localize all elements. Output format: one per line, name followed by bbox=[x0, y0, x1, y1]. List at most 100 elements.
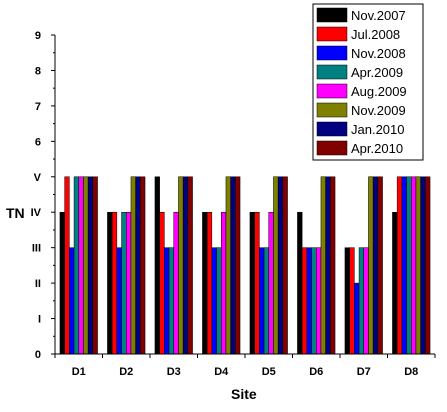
bar-D2-Jan.2010 bbox=[135, 176, 141, 355]
bar-D3-Apr.2010 bbox=[187, 176, 193, 355]
bar-D6-Nov.2009 bbox=[320, 176, 326, 355]
legend-label-Aug.2009: Aug.2009 bbox=[351, 84, 407, 99]
bar-D5-Apr.2009 bbox=[263, 247, 269, 355]
legend-label-Jan.2010: Jan.2010 bbox=[351, 122, 405, 137]
bar-D7-Apr.2009 bbox=[358, 247, 364, 355]
bar-D6-Jan.2010 bbox=[325, 176, 331, 355]
y-tick-label: II bbox=[35, 278, 41, 290]
bar-D6-Apr.2009 bbox=[311, 247, 317, 355]
x-tick-label-D8: D8 bbox=[404, 366, 418, 378]
bar-D5-Jan.2010 bbox=[277, 176, 284, 355]
legend-swatch-Aug.2009 bbox=[316, 83, 348, 99]
y-tick-label: 7 bbox=[35, 101, 41, 113]
bar-D7-Nov.2007 bbox=[344, 247, 350, 355]
bar-D7-Apr.2010 bbox=[377, 176, 383, 355]
y-axis-title: TN bbox=[6, 205, 25, 221]
bar-D6-Aug.2009 bbox=[316, 247, 322, 355]
legend-label-Nov.2008: Nov.2008 bbox=[351, 46, 406, 61]
x-tick-label-D5: D5 bbox=[262, 366, 276, 378]
bar-D2-Nov.2007 bbox=[107, 211, 113, 355]
bar-D2-Nov.2008 bbox=[116, 247, 122, 355]
x-axis-title: Site bbox=[231, 386, 257, 402]
legend-label-Jul.2008: Jul.2008 bbox=[351, 27, 400, 42]
bar-D5-Nov.2008 bbox=[259, 247, 265, 355]
bar-D3-Nov.2007 bbox=[154, 176, 160, 355]
x-tick-label-D2: D2 bbox=[119, 366, 133, 378]
bar-D1-Nov.2008 bbox=[69, 247, 75, 355]
y-tick-label: 0 bbox=[35, 349, 41, 361]
bar-D3-Apr.2009 bbox=[168, 247, 175, 355]
y-tick-label: I bbox=[38, 314, 41, 326]
bar-D1-Jul.2008 bbox=[64, 176, 70, 355]
legend-swatch-Nov.2009 bbox=[316, 102, 348, 118]
bar-D6-Apr.2010 bbox=[330, 176, 336, 355]
bar-D8-Apr.2009 bbox=[406, 176, 412, 355]
bar-D2-Aug.2009 bbox=[126, 211, 132, 355]
bar-D1-Nov.2007 bbox=[59, 211, 65, 355]
bar-D5-Aug.2009 bbox=[268, 211, 274, 355]
x-tick-label-D6: D6 bbox=[309, 366, 323, 378]
bar-D4-Apr.2010 bbox=[235, 176, 241, 355]
bar-D2-Apr.2009 bbox=[121, 211, 127, 355]
y-tick-label: 8 bbox=[35, 65, 41, 77]
bar-D5-Nov.2009 bbox=[273, 176, 279, 355]
bar-D6-Nov.2007 bbox=[297, 211, 303, 355]
legend-label-Apr.2010: Apr.2010 bbox=[351, 141, 403, 156]
bar-D8-Nov.2007 bbox=[392, 211, 398, 355]
bar-D8-Jan.2010 bbox=[420, 176, 426, 355]
legend: Nov.2007 Jul.2008 Nov.2008 Apr.2009 Aug.2009… bbox=[312, 3, 424, 161]
bars-layer bbox=[59, 176, 431, 355]
bar-D5-Jul.2008 bbox=[254, 211, 260, 355]
bar-D5-Nov.2007 bbox=[249, 211, 255, 355]
bar-D4-Nov.2009 bbox=[225, 176, 231, 355]
legend-swatch-Nov.2008 bbox=[316, 45, 348, 61]
bar-D2-Nov.2009 bbox=[130, 176, 136, 355]
bar-D3-Jul.2008 bbox=[159, 211, 165, 355]
legend-swatch-Nov.2007 bbox=[316, 7, 348, 23]
bar-D2-Jul.2008 bbox=[111, 211, 118, 355]
legend-label-Nov.2007: Nov.2007 bbox=[351, 8, 406, 23]
bar-D7-Jul.2008 bbox=[349, 247, 355, 355]
bar-D6-Nov.2008 bbox=[306, 247, 312, 355]
legend-label-Nov.2009: Nov.2009 bbox=[351, 103, 406, 118]
y-tick-label: 9 bbox=[35, 30, 41, 42]
y-tick-label: III bbox=[32, 243, 41, 255]
bar-D7-Nov.2009 bbox=[368, 176, 374, 355]
bar-D8-Apr.2010 bbox=[425, 176, 431, 355]
x-tick-label-D4: D4 bbox=[214, 366, 229, 378]
y-tick-label: 6 bbox=[35, 136, 41, 148]
bar-D1-Apr.2009 bbox=[73, 176, 80, 355]
legend-swatch-Jan.2010 bbox=[316, 121, 348, 137]
bar-D4-Jan.2010 bbox=[230, 176, 236, 355]
bar-D7-Aug.2009 bbox=[363, 247, 369, 355]
bar-D2-Apr.2010 bbox=[140, 176, 146, 355]
bar-D1-Aug.2009 bbox=[78, 176, 84, 355]
y-tick-label: V bbox=[34, 172, 42, 184]
x-tick-label-D7: D7 bbox=[357, 366, 371, 378]
bar-D1-Jan.2010 bbox=[87, 176, 94, 355]
bar-D7-Nov.2008 bbox=[354, 282, 360, 355]
bar-D5-Apr.2010 bbox=[282, 176, 288, 355]
legend-swatch-Jul.2008 bbox=[316, 26, 348, 42]
bar-D3-Nov.2009 bbox=[178, 176, 184, 355]
bar-D6-Jul.2008 bbox=[301, 247, 308, 355]
bar-D8-Jul.2008 bbox=[396, 176, 403, 355]
bar-D1-Apr.2010 bbox=[92, 176, 98, 355]
bar-D8-Aug.2009 bbox=[411, 176, 417, 355]
bar-D1-Nov.2009 bbox=[83, 176, 89, 355]
y-tick-label: IV bbox=[31, 207, 42, 219]
bar-D3-Aug.2009 bbox=[173, 211, 179, 355]
bar-D4-Nov.2008 bbox=[211, 247, 217, 355]
legend-label-Apr.2009: Apr.2009 bbox=[351, 65, 403, 80]
bar-D4-Jul.2008 bbox=[206, 211, 213, 355]
legend-swatch-Apr.2009 bbox=[316, 64, 348, 80]
bar-D8-Nov.2008 bbox=[401, 176, 407, 355]
bar-D4-Nov.2007 bbox=[202, 211, 208, 355]
legend-swatch-Apr.2010 bbox=[316, 140, 348, 156]
x-tick-label-D1: D1 bbox=[72, 366, 86, 378]
x-tick-label-D3: D3 bbox=[167, 366, 181, 378]
bar-D4-Apr.2009 bbox=[216, 247, 222, 355]
bar-D3-Nov.2008 bbox=[164, 247, 170, 355]
